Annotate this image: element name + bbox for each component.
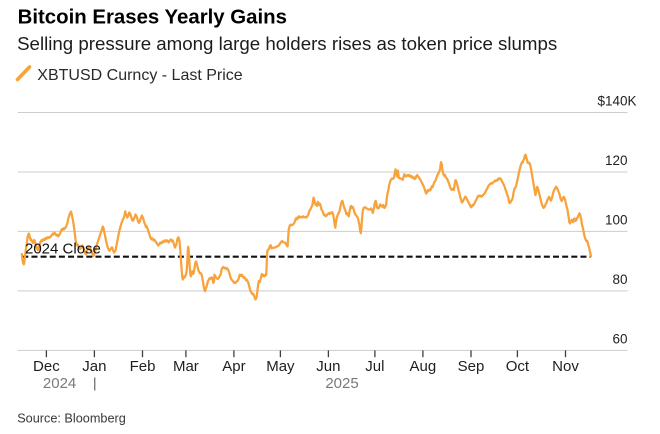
svg-text:Selling pressure among large h: Selling pressure among large holders ris… — [17, 33, 557, 54]
svg-text:Oct: Oct — [506, 358, 530, 375]
svg-text:2024 Close: 2024 Close — [25, 241, 101, 258]
svg-text:Jul: Jul — [365, 358, 384, 375]
svg-text:Mar: Mar — [173, 358, 199, 375]
svg-text:Bitcoin Erases Yearly Gains: Bitcoin Erases Yearly Gains — [18, 7, 287, 29]
svg-text:Jan: Jan — [82, 358, 106, 375]
svg-text:May: May — [266, 358, 295, 375]
svg-text:60: 60 — [612, 332, 627, 347]
svg-text:Nov: Nov — [552, 358, 579, 375]
svg-text:Apr: Apr — [222, 358, 245, 375]
svg-text:Dec: Dec — [33, 358, 60, 375]
svg-text:$140K: $140K — [597, 94, 636, 109]
svg-text:Source: Bloomberg: Source: Bloomberg — [17, 412, 126, 426]
svg-text:Feb: Feb — [130, 358, 156, 375]
svg-text:XBTUSD Curncy - Last Price: XBTUSD Curncy - Last Price — [37, 67, 242, 84]
svg-text:120: 120 — [605, 153, 628, 168]
svg-text:Jun: Jun — [316, 358, 340, 375]
svg-text:2025: 2025 — [325, 375, 358, 392]
svg-text:Sep: Sep — [458, 358, 485, 375]
svg-text:Aug: Aug — [410, 358, 437, 375]
svg-text:2024: 2024 — [43, 375, 76, 392]
svg-text:80: 80 — [612, 272, 627, 287]
svg-text:100: 100 — [605, 213, 628, 228]
